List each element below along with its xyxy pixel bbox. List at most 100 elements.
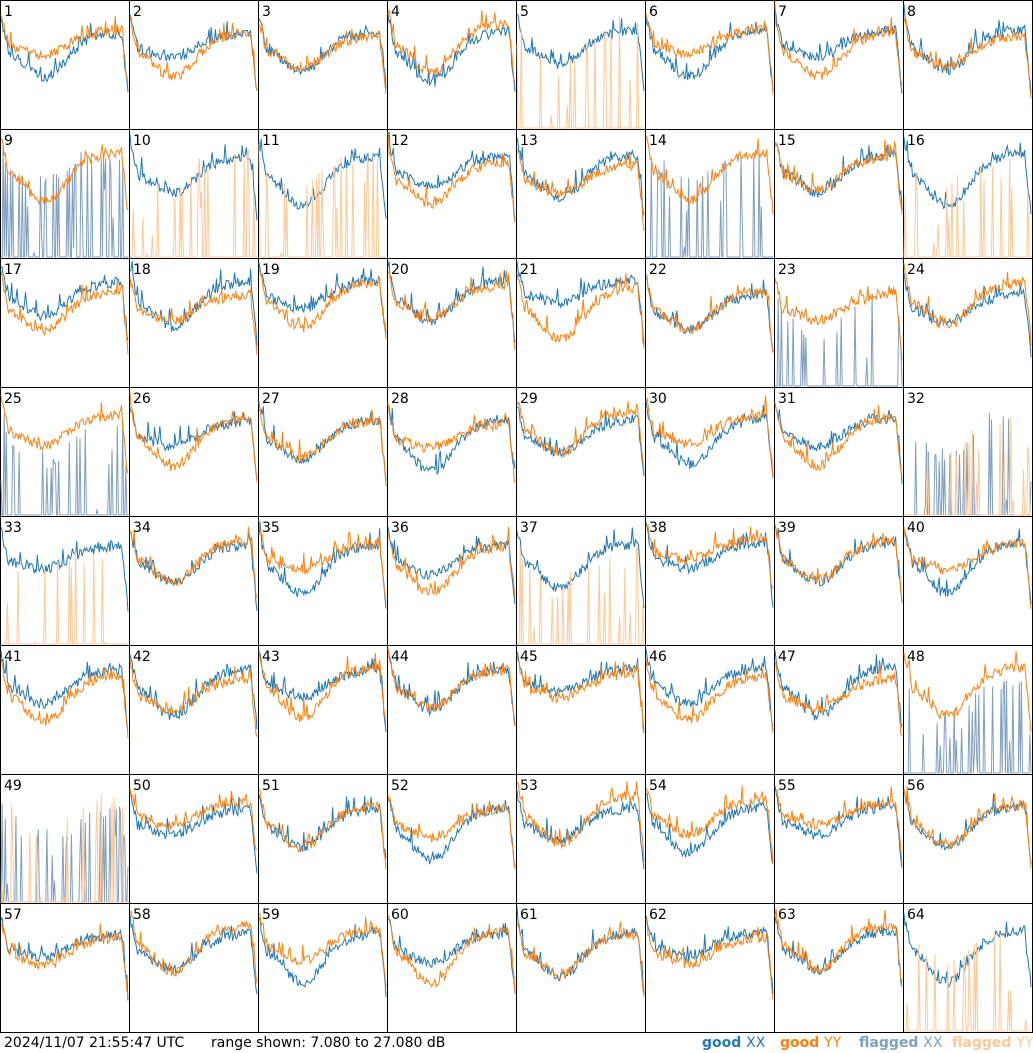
panel-46: 46 bbox=[645, 645, 775, 775]
legend-flagged-yy-word: flagged bbox=[952, 1035, 1012, 1051]
footer-bar: 2024/11/07 21:55:47 UTC range shown: 7.0… bbox=[0, 1033, 1033, 1053]
series-good-yy bbox=[387, 402, 516, 483]
panel-frame bbox=[387, 516, 517, 646]
series-flagged-yy bbox=[903, 157, 1031, 258]
panel-14: 14 bbox=[645, 129, 775, 259]
panel-49: 49 bbox=[0, 774, 130, 904]
panel-20: 20 bbox=[387, 258, 517, 388]
series-flagged-yy bbox=[904, 418, 1031, 516]
panel-label: 1 bbox=[4, 4, 13, 20]
series-good-yy bbox=[903, 263, 1032, 347]
panel-23: 23 bbox=[774, 258, 904, 388]
series-flagged-yy bbox=[130, 149, 257, 258]
panel-60: 60 bbox=[387, 903, 517, 1033]
panel-28: 28 bbox=[387, 387, 517, 517]
panel-label: 2 bbox=[133, 4, 142, 20]
series-good-xx bbox=[387, 647, 516, 726]
panel-frame bbox=[645, 903, 775, 1033]
panel-label: 19 bbox=[262, 262, 280, 278]
series-good-yy bbox=[129, 391, 258, 483]
panel-label: 12 bbox=[391, 133, 409, 149]
panel-frame bbox=[387, 903, 517, 1033]
legend-flagged-xx-word: flagged bbox=[859, 1035, 919, 1051]
panel-13: 13 bbox=[516, 129, 646, 259]
panel-label: 60 bbox=[391, 907, 409, 923]
panel-32: 32 bbox=[903, 387, 1033, 517]
series-good-xx bbox=[516, 527, 645, 609]
panel-50: 50 bbox=[129, 774, 259, 904]
panel-frame bbox=[129, 645, 259, 775]
panel-frame bbox=[258, 0, 388, 130]
panel-label: 29 bbox=[520, 391, 538, 407]
panel-label: 48 bbox=[907, 649, 925, 665]
panel-frame bbox=[129, 903, 259, 1033]
legend-good-xx-pol: XX bbox=[746, 1035, 766, 1051]
panel-21: 21 bbox=[516, 258, 646, 388]
panel-label: 58 bbox=[133, 907, 151, 923]
panel-18: 18 bbox=[129, 258, 259, 388]
panel-63: 63 bbox=[774, 903, 904, 1033]
series-good-yy bbox=[387, 270, 516, 351]
panel-42: 42 bbox=[129, 645, 259, 775]
series-good-yy bbox=[645, 523, 774, 590]
series-good-yy bbox=[645, 13, 774, 94]
series-good-yy bbox=[774, 786, 903, 864]
series-good-xx bbox=[129, 790, 258, 874]
panel-frame bbox=[774, 0, 904, 130]
panel-10: 10 bbox=[129, 129, 259, 259]
series-good-yy bbox=[903, 527, 1032, 609]
panel-frame bbox=[774, 129, 904, 259]
panel-label: 21 bbox=[520, 262, 538, 278]
panel-label: 37 bbox=[520, 520, 538, 536]
series-flagged-xx bbox=[904, 680, 1032, 774]
panel-15: 15 bbox=[774, 129, 904, 259]
panel-frame bbox=[645, 0, 775, 130]
panel-label: 41 bbox=[4, 649, 22, 665]
series-good-yy bbox=[129, 277, 258, 356]
panel-label: 22 bbox=[649, 262, 667, 278]
series-good-yy bbox=[774, 2, 903, 86]
series-good-yy bbox=[129, 526, 258, 598]
series-good-yy bbox=[0, 270, 129, 355]
panel-label: 61 bbox=[520, 907, 538, 923]
series-good-xx bbox=[516, 790, 645, 869]
panel-12: 12 bbox=[387, 129, 517, 259]
panel-61: 61 bbox=[516, 903, 646, 1033]
panel-label: 24 bbox=[907, 262, 925, 278]
panel-5: 5 bbox=[516, 0, 646, 130]
series-good-yy bbox=[258, 23, 387, 94]
series-good-xx bbox=[258, 794, 387, 859]
panel-frame bbox=[516, 0, 646, 130]
series-good-yy bbox=[645, 918, 774, 1000]
panel-frame bbox=[645, 516, 775, 646]
series-good-yy bbox=[903, 785, 1032, 869]
panel-label: 6 bbox=[649, 4, 658, 20]
panel-41: 41 bbox=[0, 645, 130, 775]
timestamp-label: 2024/11/07 21:55:47 UTC bbox=[4, 1035, 185, 1051]
panel-27: 27 bbox=[258, 387, 388, 517]
panel-label: 20 bbox=[391, 262, 409, 278]
series-good-yy bbox=[516, 654, 645, 734]
series-good-yy bbox=[516, 781, 645, 863]
series-good-yy bbox=[258, 402, 387, 487]
panel-label: 33 bbox=[4, 520, 22, 536]
panel-label: 11 bbox=[262, 133, 280, 149]
panel-3: 3 bbox=[258, 0, 388, 130]
legend-flagged-xx-pol: XX bbox=[923, 1035, 943, 1051]
panel-label: 32 bbox=[907, 391, 925, 407]
panel-45: 45 bbox=[516, 645, 646, 775]
panel-8: 8 bbox=[903, 0, 1033, 130]
panel-52: 52 bbox=[387, 774, 517, 904]
panel-40: 40 bbox=[903, 516, 1033, 646]
series-good-xx bbox=[774, 526, 903, 602]
panel-48: 48 bbox=[903, 645, 1033, 775]
series-good-xx bbox=[258, 522, 387, 609]
panel-44: 44 bbox=[387, 645, 517, 775]
panel-47: 47 bbox=[774, 645, 904, 775]
panel-35: 35 bbox=[258, 516, 388, 646]
series-good-xx bbox=[258, 18, 387, 89]
series-good-xx bbox=[516, 905, 645, 994]
series-good-yy bbox=[387, 9, 516, 83]
series-good-xx bbox=[129, 134, 258, 221]
